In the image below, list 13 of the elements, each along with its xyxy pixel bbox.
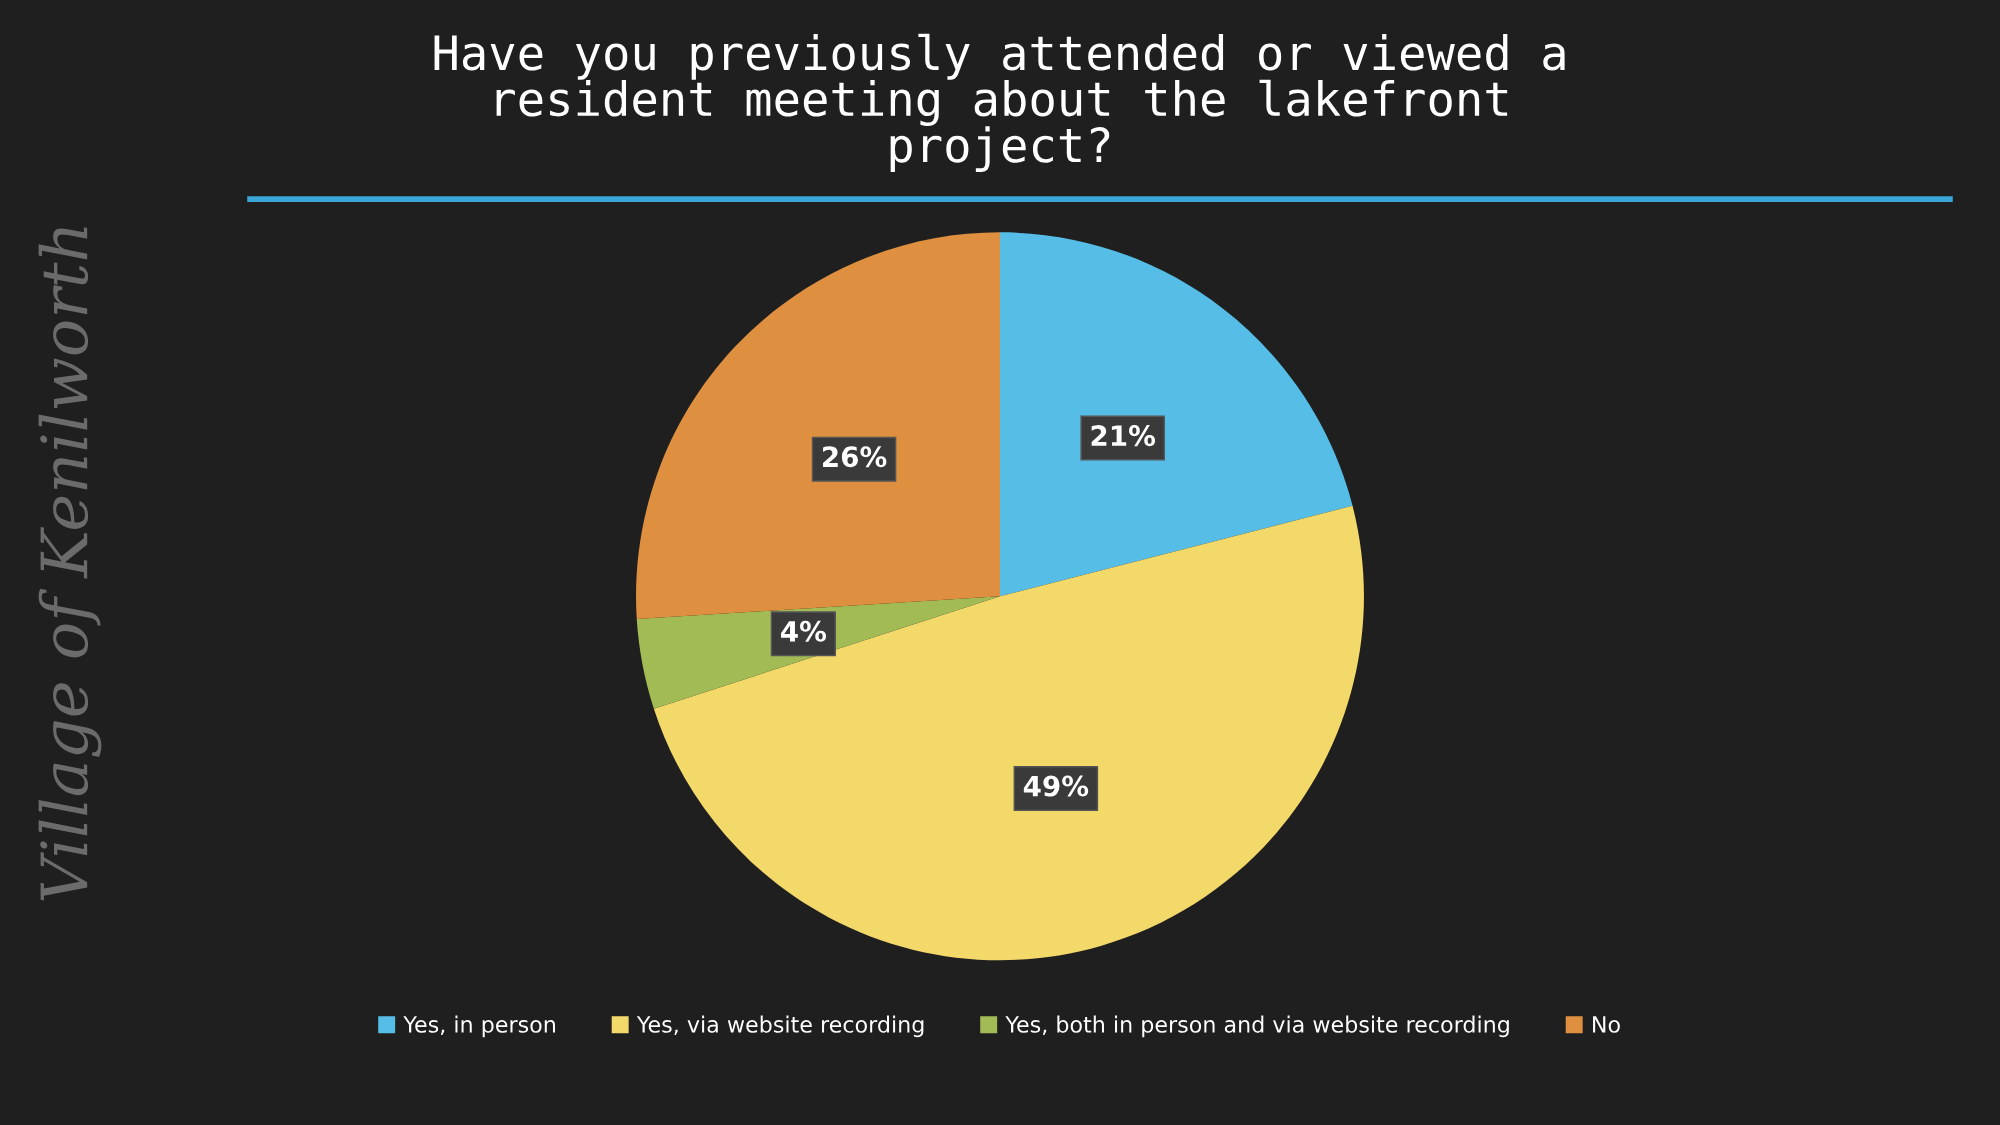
legend-label: Yes, both in person and via website recording bbox=[1005, 1015, 1509, 1038]
data-label: 21% bbox=[1091, 425, 1156, 447]
chart-title: Have you previously attended or viewed a resident meeting about the lakefront project? bbox=[434, 33, 1565, 172]
legend-label: No bbox=[1593, 1016, 1620, 1033]
data-label: 49% bbox=[1023, 775, 1089, 797]
legend-label: Yes, via website recording bbox=[636, 1015, 924, 1038]
pie-slice bbox=[636, 232, 1000, 620]
data-label: 26% bbox=[823, 446, 887, 468]
data-label: 4% bbox=[781, 620, 827, 642]
text: Village of Kenilworth bbox=[38, 227, 102, 901]
legend-label: Yes, in person bbox=[403, 1015, 555, 1038]
pie-slice bbox=[1000, 232, 1353, 597]
pie-slice bbox=[653, 505, 1364, 961]
